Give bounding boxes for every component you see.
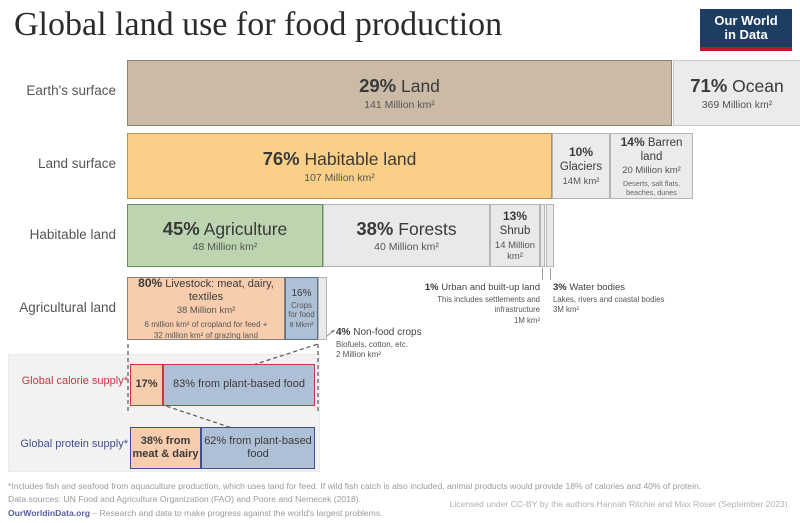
segment-livestock-value: 38 Million km² xyxy=(176,305,236,317)
segment-land[interactable]: 29% Land 141 Million km² xyxy=(127,60,672,126)
segment-barren-land-value: 20 Million km² xyxy=(622,165,681,177)
row-label-habitable-land: Habitable land xyxy=(29,227,116,242)
logo-accent-bar xyxy=(700,47,792,51)
segment-glaciers[interactable]: 10% Glaciers 14M km² xyxy=(552,133,610,199)
logo-line-1: Our World xyxy=(714,13,778,29)
segment-land-value: 141 Million km² xyxy=(364,98,435,111)
callout-water-pct: 3% xyxy=(553,282,567,293)
our-world-in-data-logo[interactable]: Our World in Data xyxy=(700,9,792,47)
callout-nonfood-value: 2 Million km² xyxy=(336,350,381,360)
segment-agriculture[interactable]: 45% Agriculture 48 Million km² xyxy=(127,204,323,267)
protein-animal-segment[interactable]: 38% from meat & dairy xyxy=(130,427,201,469)
segment-crops-for-food[interactable]: 16% Crops for food 8 Mkm² xyxy=(285,277,318,340)
segment-crops-for-food-title: Crops for food xyxy=(288,301,315,319)
segment-shrub-title: 13% Shrub xyxy=(499,209,531,237)
global-protein-supply-label: Global protein supply* xyxy=(20,438,128,450)
callout-nonfood-pct: 4% xyxy=(336,327,351,338)
footer-sources: Data sources: UN Food and Agriculture Or… xyxy=(8,494,361,505)
footer-note: *Includes fish and seafood from aquacult… xyxy=(8,481,702,491)
calorie-plant-value: 83% from plant-based food xyxy=(172,378,306,391)
segment-habitable-land[interactable]: 76% Habitable land 107 Million km² xyxy=(127,133,552,199)
leader-line-water xyxy=(550,268,551,280)
segment-barren-land-note: Deserts, salt flats, beaches, dunes xyxy=(622,179,681,198)
callout-urban-desc: This includes settlements and infrastruc… xyxy=(437,294,540,315)
row-label-earths-surface: Earth's surface xyxy=(26,83,116,98)
segment-ocean-title: 71% Ocean xyxy=(690,75,784,97)
footer: *Includes fish and seafood from aquacult… xyxy=(8,480,792,520)
segment-habitable-land-title: 76% Habitable land xyxy=(262,148,417,170)
logo-line-2: in Data xyxy=(724,27,768,42)
owid-link[interactable]: OurWorldinData.org xyxy=(8,507,90,518)
segment-ocean[interactable]: 71% Ocean 369 Million km² xyxy=(673,60,800,126)
row-label-land-surface: Land surface xyxy=(37,156,116,171)
protein-animal-value: 38% from meat & dairy xyxy=(132,434,199,460)
callout-nonfood-desc: Biofuels, cotton, etc. xyxy=(336,339,409,349)
segment-urban-built-up-land[interactable] xyxy=(540,204,545,267)
segment-livestock[interactable]: 80% Livestock: meat, dairy, textiles 38 … xyxy=(127,277,285,340)
callout-urban-built-up-land: 1% Urban and built-up land This includes… xyxy=(398,282,540,326)
protein-plant-segment[interactable]: 62% from plant-based food xyxy=(201,427,315,469)
segment-agriculture-value: 48 Million km² xyxy=(192,241,258,254)
segment-ocean-value: 369 Million km² xyxy=(701,98,773,111)
callout-urban-value: 1M km² xyxy=(514,315,540,325)
segment-forests-value: 40 Million km² xyxy=(374,241,439,254)
callout-urban-pct: 1% xyxy=(424,282,439,293)
footer-tagline: – Research and data to make progress aga… xyxy=(89,507,383,518)
callout-water-desc: Lakes, rivers and coastal bodies xyxy=(553,294,665,304)
callout-water-title: Water bodies xyxy=(569,282,625,293)
segment-shrub[interactable]: 13% Shrub 14 Million km² xyxy=(490,204,540,267)
segment-land-title: 29% Land xyxy=(359,75,440,97)
segment-forests[interactable]: 38% Forests 40 Million km² xyxy=(323,204,490,267)
calorie-animal-value: 17% xyxy=(135,378,158,391)
segment-barren-land-title: 14% Barren land xyxy=(620,134,683,163)
calorie-plant-segment[interactable]: 83% from plant-based food xyxy=(163,364,315,406)
segment-livestock-title: 80% Livestock: meat, dairy, textiles xyxy=(138,277,274,304)
page-title: Global land use for food production xyxy=(14,6,503,43)
segment-glaciers-title: 10% Glaciers xyxy=(559,145,603,173)
segment-livestock-note: 6 million km² of cropland for feed + 32 … xyxy=(144,320,268,340)
row-label-agricultural-land: Agricultural land xyxy=(19,300,116,315)
leader-line-urban xyxy=(542,268,543,280)
footer-license: Licensed under CC-BY by the authors Hann… xyxy=(449,498,790,509)
segment-crops-for-food-pct: 16% xyxy=(291,288,312,299)
footer-credit: OurWorldinData.org – Research and data t… xyxy=(8,507,792,520)
global-calorie-supply-label: Global calorie supply* xyxy=(21,375,128,387)
segment-shrub-value: 14 Million km² xyxy=(494,239,536,262)
segment-agriculture-title: 45% Agriculture xyxy=(162,217,288,239)
callout-water-bodies: 3% Water bodies Lakes, rivers and coasta… xyxy=(553,282,703,316)
segment-crops-for-food-value: 8 Mkm² xyxy=(289,320,314,329)
segment-forests-title: 38% Forests xyxy=(356,217,457,239)
callout-non-food-crops: 4% Non-food crops Biofuels, cotton, etc.… xyxy=(336,326,476,361)
calorie-animal-segment[interactable]: 17% xyxy=(130,364,163,406)
callout-urban-title: Urban and built-up land xyxy=(441,282,540,293)
segment-habitable-land-value: 107 Million km² xyxy=(304,171,375,184)
protein-plant-value: 62% from plant-based food xyxy=(204,434,312,460)
segment-glaciers-value: 14M km² xyxy=(562,175,600,187)
callout-water-value: 3M km² xyxy=(553,305,579,315)
segment-water-bodies[interactable] xyxy=(546,204,554,267)
segment-barren-land[interactable]: 14% Barren land 20 Million km² Deserts, … xyxy=(610,133,693,199)
segment-non-food-crops[interactable] xyxy=(318,277,327,340)
callout-nonfood-title: Non-food crops xyxy=(353,327,422,338)
